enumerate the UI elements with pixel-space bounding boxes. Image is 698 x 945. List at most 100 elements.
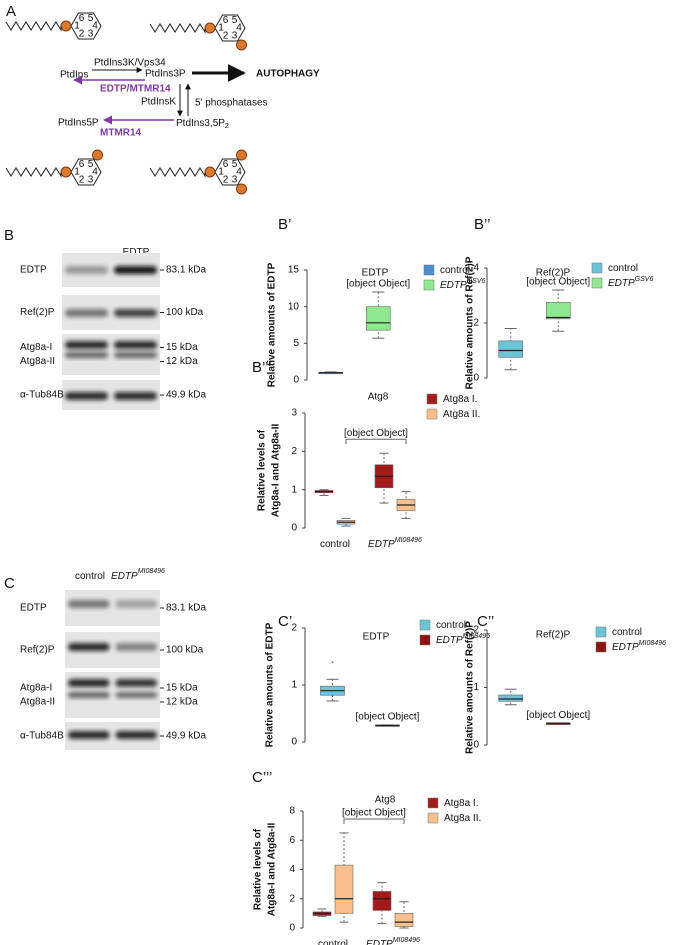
band — [114, 352, 157, 358]
ring-number: 2 — [79, 174, 85, 185]
size-label: 12 kDa — [166, 697, 198, 708]
superscript: MI08496 — [463, 633, 490, 640]
protein-label: Atg8a-II — [20, 356, 55, 367]
band — [115, 679, 157, 687]
band — [114, 266, 157, 274]
box — [372, 891, 392, 911]
y-tick-label: 0 — [289, 923, 295, 934]
metabolite: PtdIns5P — [58, 118, 99, 129]
ring-number: 4 — [92, 167, 98, 178]
ring-number: 1 — [218, 167, 224, 178]
ring — [214, 14, 246, 42]
ring-number: 3 — [232, 30, 238, 41]
size-label: 100 kDa — [166, 645, 204, 656]
legend-label: Atg8a II. — [443, 409, 480, 420]
lane-label: control — [75, 571, 105, 582]
phosphate — [204, 22, 216, 34]
protein-label: EDTP — [20, 265, 47, 276]
y-tick-label: 0 — [293, 375, 299, 386]
name: Atg8a II. — [443, 409, 480, 420]
band — [68, 643, 110, 651]
enzyme: EDTP/MTMR14 — [100, 84, 171, 95]
name: Atg8a I. — [444, 798, 478, 809]
legend-swatch — [423, 279, 435, 291]
phosphate — [236, 39, 247, 51]
ring-number: 2 — [223, 174, 229, 185]
y-tick-label: 6 — [289, 835, 295, 846]
chart: C’ EDTP Relative amounts of EDTP 0 1 2 control… — [265, 613, 490, 748]
legend-label: EDTPMI08496 — [436, 633, 490, 646]
legend-swatch — [426, 408, 438, 420]
y-axis-label: Relative levels of — [257, 429, 268, 511]
size-label: 15 kDa — [166, 683, 198, 694]
band — [65, 309, 108, 317]
superscript: GSV6 — [635, 276, 654, 283]
chart: C’’’ Atg8 Relative levels of Atg8a-I and At… — [252, 769, 481, 945]
box — [365, 306, 391, 331]
protein-label: Ref(2)P — [20, 307, 55, 318]
legend-label: Atg8a II. — [444, 813, 481, 824]
band — [68, 731, 110, 739]
y-axis-label: Relative amounts of Ref(2)P — [465, 621, 476, 754]
size-label: 100 kDa — [166, 307, 204, 318]
legend-swatch — [426, 393, 438, 405]
enzyme: 5' phosphatases — [195, 98, 268, 109]
panel-label: B’’’ — [252, 359, 271, 376]
y-tick-label: 2 — [289, 893, 295, 904]
band — [114, 309, 157, 317]
y-tick-label: 1 — [291, 484, 297, 495]
band — [65, 266, 108, 274]
size-label: 12 kDa — [166, 356, 198, 367]
y-tick-label: 2 — [291, 446, 297, 457]
size-label: 83.1 kDa — [166, 265, 206, 276]
panel-label: C’ — [278, 613, 292, 630]
protein-label: EDTP — [20, 603, 47, 614]
band — [68, 600, 110, 608]
chart: B’’’ Atg8 Relative levels of Atg8a-I and At… — [252, 359, 480, 550]
band — [115, 600, 157, 608]
superscript: MI08496 — [138, 568, 165, 575]
lane-label: EDTPMI08496 — [111, 568, 165, 582]
subscript: 2 — [225, 123, 229, 130]
y-tick-label: 2 — [291, 623, 297, 634]
ring-number: 1 — [74, 167, 80, 178]
legend-swatch — [423, 264, 435, 276]
ring-number: 4 — [92, 21, 98, 32]
y-axis-label: Atg8a-I and Atg8a-II — [267, 823, 278, 917]
x-tick-label: control — [318, 939, 348, 945]
panel-label: A — [6, 3, 16, 20]
band — [115, 692, 157, 698]
ring-number: 5 — [88, 159, 94, 170]
protein-label: Atg8a-II — [20, 697, 55, 708]
ring-number: 2 — [79, 28, 85, 39]
name: control — [612, 627, 642, 638]
band — [68, 679, 110, 687]
legend-label: EDTPGSV6 — [608, 276, 653, 289]
ring-number: 3 — [88, 174, 94, 185]
chart-title: EDTP — [362, 268, 389, 279]
phosphate — [60, 20, 72, 32]
phosphate — [236, 149, 247, 161]
ring-number: 6 — [79, 13, 85, 24]
y-tick-label: 4 — [289, 864, 295, 875]
panel-label: B — [4, 227, 14, 244]
phosphate — [236, 183, 247, 195]
ring-number: 6 — [79, 159, 85, 170]
y-axis-label: Relative amounts of EDTP — [265, 622, 276, 747]
chart-title: Ref(2)P — [536, 630, 571, 641]
legend-label: EDTPMI08496 — [612, 640, 666, 653]
band — [65, 341, 108, 349]
band — [114, 392, 157, 400]
y-tick-label: 2 — [473, 625, 479, 636]
lane-label-line: control — [75, 571, 105, 582]
lipid-tail — [5, 21, 62, 32]
significance: [object Object] — [526, 277, 590, 288]
protein-label: Atg8a-I — [20, 342, 52, 353]
size-label: 49.9 kDa — [166, 390, 206, 401]
metabolite: PtdIns3,5P2 — [176, 118, 229, 130]
metabolite-name: PtdIns3,5P — [176, 118, 225, 129]
ring-number: 1 — [218, 23, 224, 34]
lane-label-line: EDTP — [111, 571, 138, 582]
